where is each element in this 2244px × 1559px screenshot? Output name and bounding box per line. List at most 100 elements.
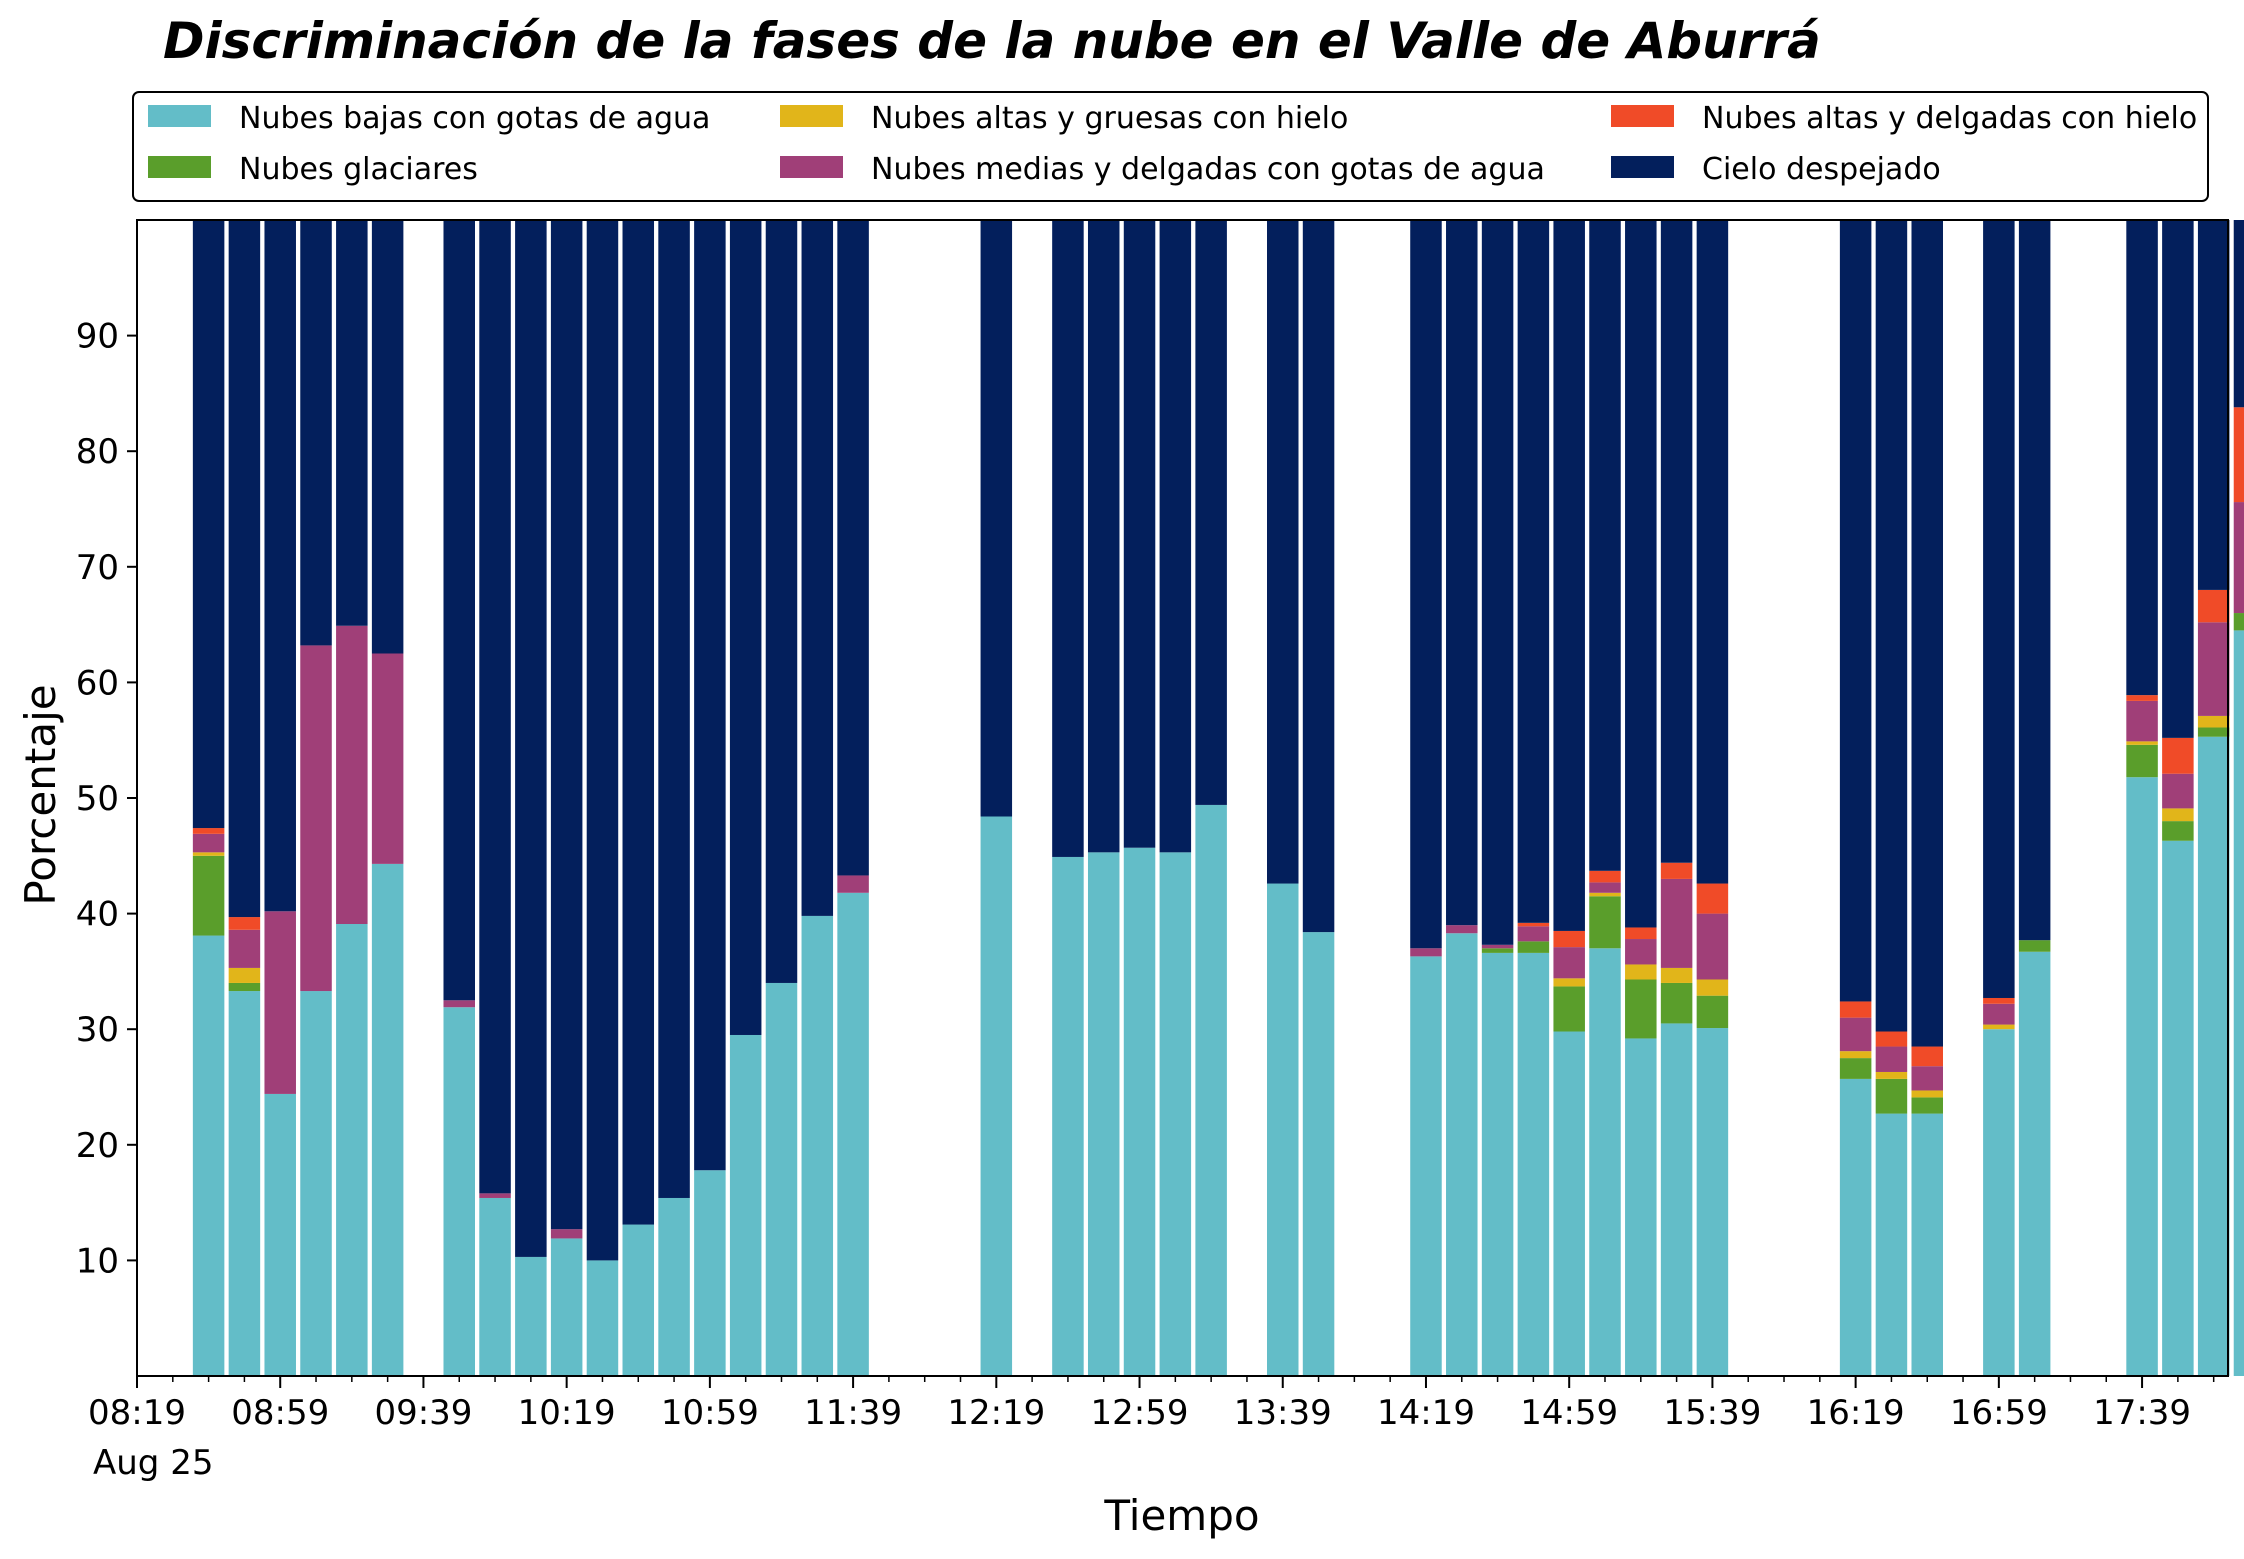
bar-segment-nubes-bajas-con-gotas-de-agua (729, 1034, 762, 1376)
legend-item-nubes-altas-y-delgadas-con-hielo: Nubes altas y delgadas con hielo (1611, 101, 2197, 136)
y-tick-label: 40 (76, 895, 119, 935)
bar-segment-nubes-medias-y-delgadas-con-gotas-de-agua (479, 1193, 511, 1198)
bar-segment-nubes-bajas-con-gotas-de-agua (1589, 948, 1621, 1376)
legend-item-nubes-medias-y-delgadas-con-gotas-de-agua: Nubes medias y delgadas con gotas de agu… (780, 152, 1545, 187)
bar-segment-nubes-altas-y-delgadas-con-hielo (2197, 589, 2230, 623)
bar-segment-cielo-despejado (1087, 220, 1120, 853)
bar-segment-nubes-glaciares (1481, 948, 1514, 953)
legend-label: Nubes glaciares (239, 152, 478, 187)
bar-segment-nubes-bajas-con-gotas-de-agua (1660, 1023, 1693, 1376)
bar-segment-nubes-altas-y-delgadas-con-hielo (2126, 695, 2158, 701)
bar-segment-cielo-despejado (694, 220, 726, 1171)
bar-segment-cielo-despejado (515, 220, 547, 1257)
bar-segment-nubes-bajas-con-gotas-de-agua (192, 935, 225, 1376)
bar-segment-nubes-altas-y-delgadas-con-hielo (1517, 922, 1550, 927)
bar-segment-cielo-despejado (1660, 220, 1693, 863)
bar-segment-nubes-bajas-con-gotas-de-agua (228, 991, 261, 1376)
bar-segment-nubes-bajas-con-gotas-de-agua (300, 991, 332, 1376)
x-date-label: Aug 25 (93, 1443, 213, 1483)
bar-segment-nubes-altas-y-delgadas-con-hielo (1625, 927, 1657, 940)
bar-segment-cielo-despejado (1266, 220, 1299, 884)
bar-stack-1639 (1911, 220, 1943, 1376)
legend-label: Nubes bajas con gotas de agua (239, 101, 710, 136)
bar-segment-nubes-glaciares (1589, 896, 1621, 949)
bar-segment-cielo-despejado (586, 220, 619, 1261)
bar-stack-0929 (371, 220, 404, 1376)
bar-stack-1449 (1517, 220, 1550, 1376)
bar-segment-nubes-medias-y-delgadas-con-gotas-de-agua (1839, 1017, 1872, 1052)
bar-segment-nubes-altas-y-delgadas-con-hielo (1911, 1046, 1943, 1067)
bar-segment-cielo-despejado (550, 220, 583, 1230)
bar-segment-cielo-despejado (837, 220, 869, 876)
bar-segment-nubes-altas-y-delgadas-con-hielo (2233, 407, 2244, 503)
bar-segment-nubes-bajas-con-gotas-de-agua (515, 1256, 547, 1376)
bar-segment-nubes-glaciares (1517, 941, 1550, 953)
bar-stack-1529 (1660, 220, 1693, 1376)
legend-swatch (780, 156, 843, 178)
bar-segment-nubes-bajas-con-gotas-de-agua (1839, 1078, 1872, 1376)
bar-stack-0959 (479, 220, 511, 1376)
legend-swatch (148, 156, 211, 178)
bar-segment-cielo-despejado (729, 220, 762, 1035)
bar-stack-1259 (1123, 220, 1156, 1376)
bar-segment-nubes-bajas-con-gotas-de-agua (550, 1238, 583, 1376)
bar-stack-1109 (729, 220, 762, 1376)
bar-segment-nubes-medias-y-delgadas-con-gotas-de-agua (1553, 947, 1585, 979)
bar-segment-nubes-medias-y-delgadas-con-gotas-de-agua (1983, 1003, 2015, 1025)
bar-segment-cielo-despejado (336, 220, 368, 626)
bar-segment-nubes-bajas-con-gotas-de-agua (801, 915, 834, 1376)
bar-segment-nubes-altas-y-gruesas-con-hielo (1625, 964, 1657, 980)
bar-segment-nubes-glaciares (192, 855, 225, 936)
bar-stack-1659 (1983, 220, 2015, 1376)
bar-segment-nubes-medias-y-delgadas-con-gotas-de-agua (550, 1229, 583, 1239)
bar-segment-nubes-medias-y-delgadas-con-gotas-de-agua (2233, 502, 2244, 614)
bar-segment-cielo-despejado (1553, 220, 1585, 931)
bar-segment-nubes-bajas-con-gotas-de-agua (1983, 1029, 2015, 1376)
legend-box (132, 91, 2209, 202)
bar-segment-nubes-altas-y-gruesas-con-hielo (228, 967, 261, 983)
bar-segment-nubes-altas-y-gruesas-con-hielo (1911, 1090, 1943, 1098)
bar-segment-nubes-bajas-con-gotas-de-agua (1052, 856, 1084, 1376)
y-tick-label: 10 (76, 1241, 119, 1281)
bar-segment-cielo-despejado (2162, 220, 2194, 738)
bar-segment-nubes-bajas-con-gotas-de-agua (371, 863, 404, 1376)
y-axis: 10 20 30 40 50 60 70 80 90 (76, 317, 137, 1281)
bar-stack-1309 (1159, 220, 1192, 1376)
x-tick-label: 17:39 (2093, 1393, 2191, 1433)
bar-segment-nubes-bajas-con-gotas-de-agua (1517, 952, 1550, 1376)
bar-segment-nubes-medias-y-delgadas-con-gotas-de-agua (2197, 622, 2230, 716)
bar-segment-nubes-bajas-con-gotas-de-agua (1875, 1113, 1908, 1376)
bar-stack-1049 (658, 220, 690, 1376)
bar-stack-1749 (2162, 220, 2194, 1376)
bar-stack-1629 (1875, 220, 1908, 1376)
bar-segment-nubes-medias-y-delgadas-con-gotas-de-agua (1517, 926, 1550, 942)
bar-segment-nubes-bajas-con-gotas-de-agua (1195, 804, 1227, 1376)
bar-segment-nubes-altas-y-delgadas-con-hielo (1983, 997, 2015, 1004)
bar-segment-nubes-altas-y-gruesas-con-hielo (1875, 1071, 1908, 1079)
bar-segment-nubes-altas-y-delgadas-con-hielo (1553, 930, 1585, 948)
bar-segment-cielo-despejado (1481, 220, 1514, 945)
bar-segment-nubes-bajas-con-gotas-de-agua (586, 1260, 619, 1376)
bar-segment-cielo-despejado (2233, 220, 2244, 408)
x-tick-label: 08:19 (88, 1393, 186, 1433)
bar-segment-nubes-medias-y-delgadas-con-gotas-de-agua (336, 625, 368, 925)
bar-segment-nubes-altas-y-gruesas-con-hielo (1983, 1024, 2015, 1030)
bar-segment-cielo-despejado (1517, 220, 1550, 923)
legend-label: Nubes altas y gruesas con hielo (871, 101, 1348, 136)
bar-segment-cielo-despejado (479, 220, 511, 1194)
legend-label: Nubes altas y delgadas con hielo (1702, 101, 2197, 136)
bar-segment-cielo-despejado (1696, 220, 1729, 884)
bar-segment-nubes-bajas-con-gotas-de-agua (1696, 1028, 1729, 1376)
bar-segment-nubes-altas-y-gruesas-con-hielo (1660, 967, 1693, 983)
bar-stack-1029 (586, 220, 619, 1376)
bar-segment-nubes-glaciares (1696, 995, 1729, 1029)
bar-stack-0949 (443, 220, 475, 1376)
bar-segment-nubes-bajas-con-gotas-de-agua (622, 1224, 655, 1376)
x-tick-label: 13:39 (1234, 1393, 1332, 1433)
bar-segment-nubes-bajas-con-gotas-de-agua (694, 1170, 726, 1376)
x-tick-label: 16:59 (1950, 1393, 2048, 1433)
bar-segment-cielo-despejado (1589, 220, 1621, 871)
bar-segment-nubes-medias-y-delgadas-con-gotas-de-agua (1875, 1046, 1908, 1072)
bar-stack-0859 (264, 220, 296, 1376)
bar-stack-1009 (515, 220, 547, 1376)
